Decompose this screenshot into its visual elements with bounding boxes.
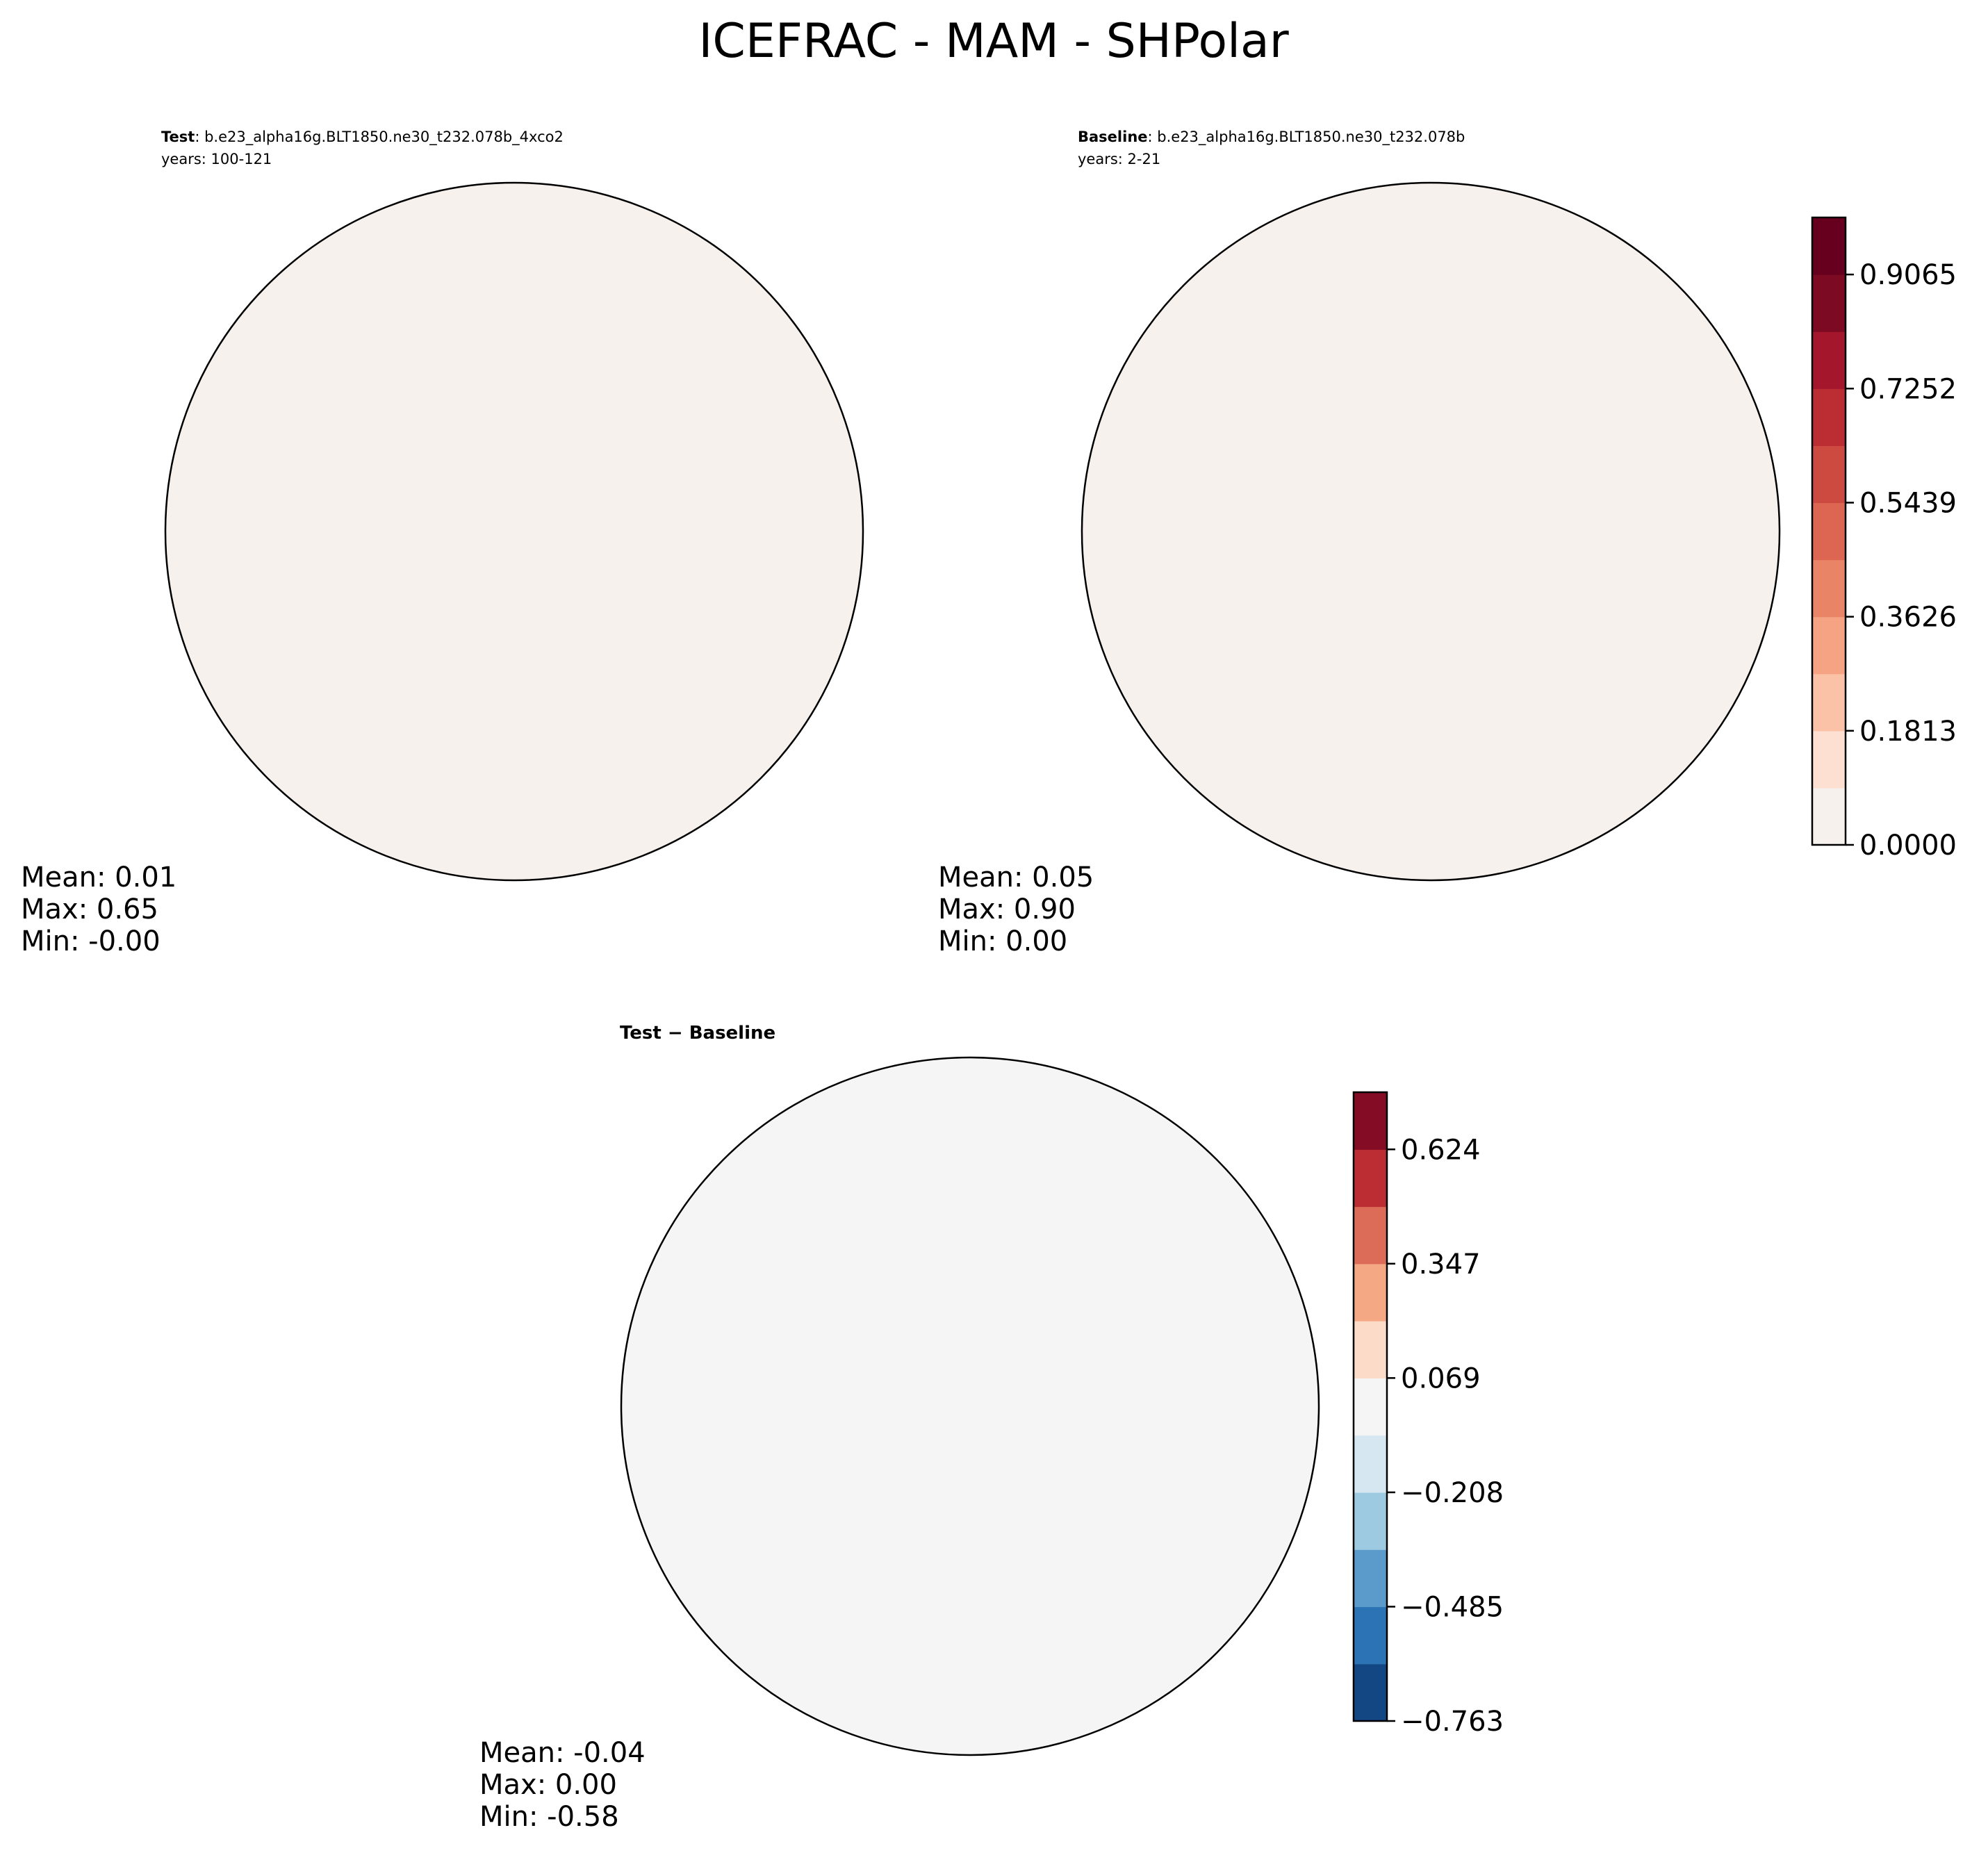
field-colorbar-swatch (1812, 787, 1846, 846)
diff-colorbar-tick-label: 0.624 (1401, 1134, 1481, 1166)
baseline-years: years: 2-21 (1078, 151, 1160, 167)
diff-map (620, 1056, 1320, 1756)
baseline-stat-max: Max: 0.90 (938, 893, 1076, 925)
diff-colorbar-ticks: −0.763 −0.485 −0.208 0.069 0.347 0.624 (1387, 1134, 1504, 1738)
baseline-label: Baseline (1078, 129, 1148, 145)
baseline-stat-mean: Mean: 0.05 (938, 862, 1094, 893)
field-colorbar-swatches (1812, 217, 1846, 846)
test-label: Test (161, 129, 195, 145)
field-colorbar-swatch (1812, 445, 1846, 504)
baseline-panel: Baseline: b.e23_alpha16g.BLT1850.ne30_t2… (938, 129, 1781, 957)
field-colorbar-swatch (1812, 502, 1846, 561)
diff-colorbar-swatch (1354, 1149, 1387, 1208)
field-colorbar-tick-label: 0.1813 (1859, 716, 1957, 748)
diff-colorbar-swatch (1354, 1206, 1387, 1265)
test-case-name: : b.e23_alpha16g.BLT1850.ne30_t232.078b_… (195, 129, 564, 146)
diff-colorbar-tick-label: 0.347 (1401, 1249, 1481, 1280)
diff-colorbar-swatch (1354, 1378, 1387, 1436)
diff-colorbar-swatch (1354, 1321, 1387, 1378)
field-colorbar-tick-label: 0.3626 (1859, 602, 1957, 634)
test-map (164, 181, 864, 882)
field-colorbar-swatch (1812, 274, 1846, 332)
field-colorbar-tick-label: 0.5439 (1859, 487, 1957, 519)
diff-colorbar-tick-label: −0.763 (1401, 1706, 1504, 1738)
diff-panel: Test − Baseline (479, 1023, 1320, 1833)
diff-title: Test − Baseline (620, 1023, 775, 1044)
diff-stat-min: Min: -0.58 (479, 1801, 619, 1833)
field-colorbar-tick-label: 0.7252 (1859, 373, 1957, 405)
baseline-stat-min: Min: 0.00 (938, 925, 1067, 957)
field-colorbar-swatch (1812, 388, 1846, 446)
baseline-case-name: : b.e23_alpha16g.BLT1850.ne30_t232.078b (1148, 129, 1465, 146)
diff-colorbar-swatch (1354, 1263, 1387, 1321)
diff-colorbar-swatch (1354, 1492, 1387, 1550)
diff-colorbar-swatch (1354, 1435, 1387, 1493)
diff-colorbar: −0.763 −0.485 −0.208 0.069 0.347 0.624 (1352, 1091, 1504, 1738)
diff-stat-mean: Mean: -0.04 (479, 1737, 646, 1769)
baseline-map (1081, 181, 1781, 882)
diff-colorbar-swatches (1354, 1092, 1387, 1722)
field-colorbar-swatch (1812, 616, 1846, 675)
test-panel: Test: b.e23_alpha16g.BLT1850.ne30_t232.0… (21, 129, 864, 957)
diff-colorbar-tick-label: −0.208 (1401, 1477, 1504, 1509)
field-colorbar: 0.0000 0.1813 0.3626 0.5439 0.7252 0.9065 (1811, 216, 1957, 862)
field-colorbar-swatch (1812, 559, 1846, 618)
figure-title: ICEFRAC - MAM - SHPolar (698, 14, 1288, 69)
svg-text:Test: b.e23_alpha16g.BLT1850.n: Test: b.e23_alpha16g.BLT1850.ne30_t232.0… (161, 129, 564, 146)
test-stat-mean: Mean: 0.01 (21, 862, 176, 893)
field-colorbar-ticks: 0.0000 0.1813 0.3626 0.5439 0.7252 0.9065 (1846, 259, 1957, 862)
svg-text:Baseline: b.e23_alpha16g.BLT18: Baseline: b.e23_alpha16g.BLT1850.ne30_t2… (1078, 129, 1465, 146)
field-colorbar-swatch (1812, 730, 1846, 789)
diff-colorbar-tick-label: 0.069 (1401, 1362, 1481, 1394)
diff-colorbar-swatch (1354, 1663, 1387, 1722)
diff-colorbar-swatch (1354, 1549, 1387, 1608)
field-colorbar-tick-label: 0.0000 (1859, 830, 1957, 862)
field-colorbar-swatch (1812, 331, 1846, 389)
diff-colorbar-swatch (1354, 1606, 1387, 1665)
field-colorbar-swatch (1812, 673, 1846, 732)
field-colorbar-swatch (1812, 217, 1846, 275)
field-colorbar-tick-label: 0.9065 (1859, 259, 1957, 291)
diff-stat-max: Max: 0.00 (479, 1769, 617, 1801)
test-years: years: 100-121 (161, 151, 272, 167)
test-stat-max: Max: 0.65 (21, 893, 158, 925)
test-stat-min: Min: -0.00 (21, 925, 161, 957)
diff-colorbar-tick-label: −0.485 (1401, 1591, 1504, 1623)
diff-colorbar-swatch (1354, 1092, 1387, 1150)
